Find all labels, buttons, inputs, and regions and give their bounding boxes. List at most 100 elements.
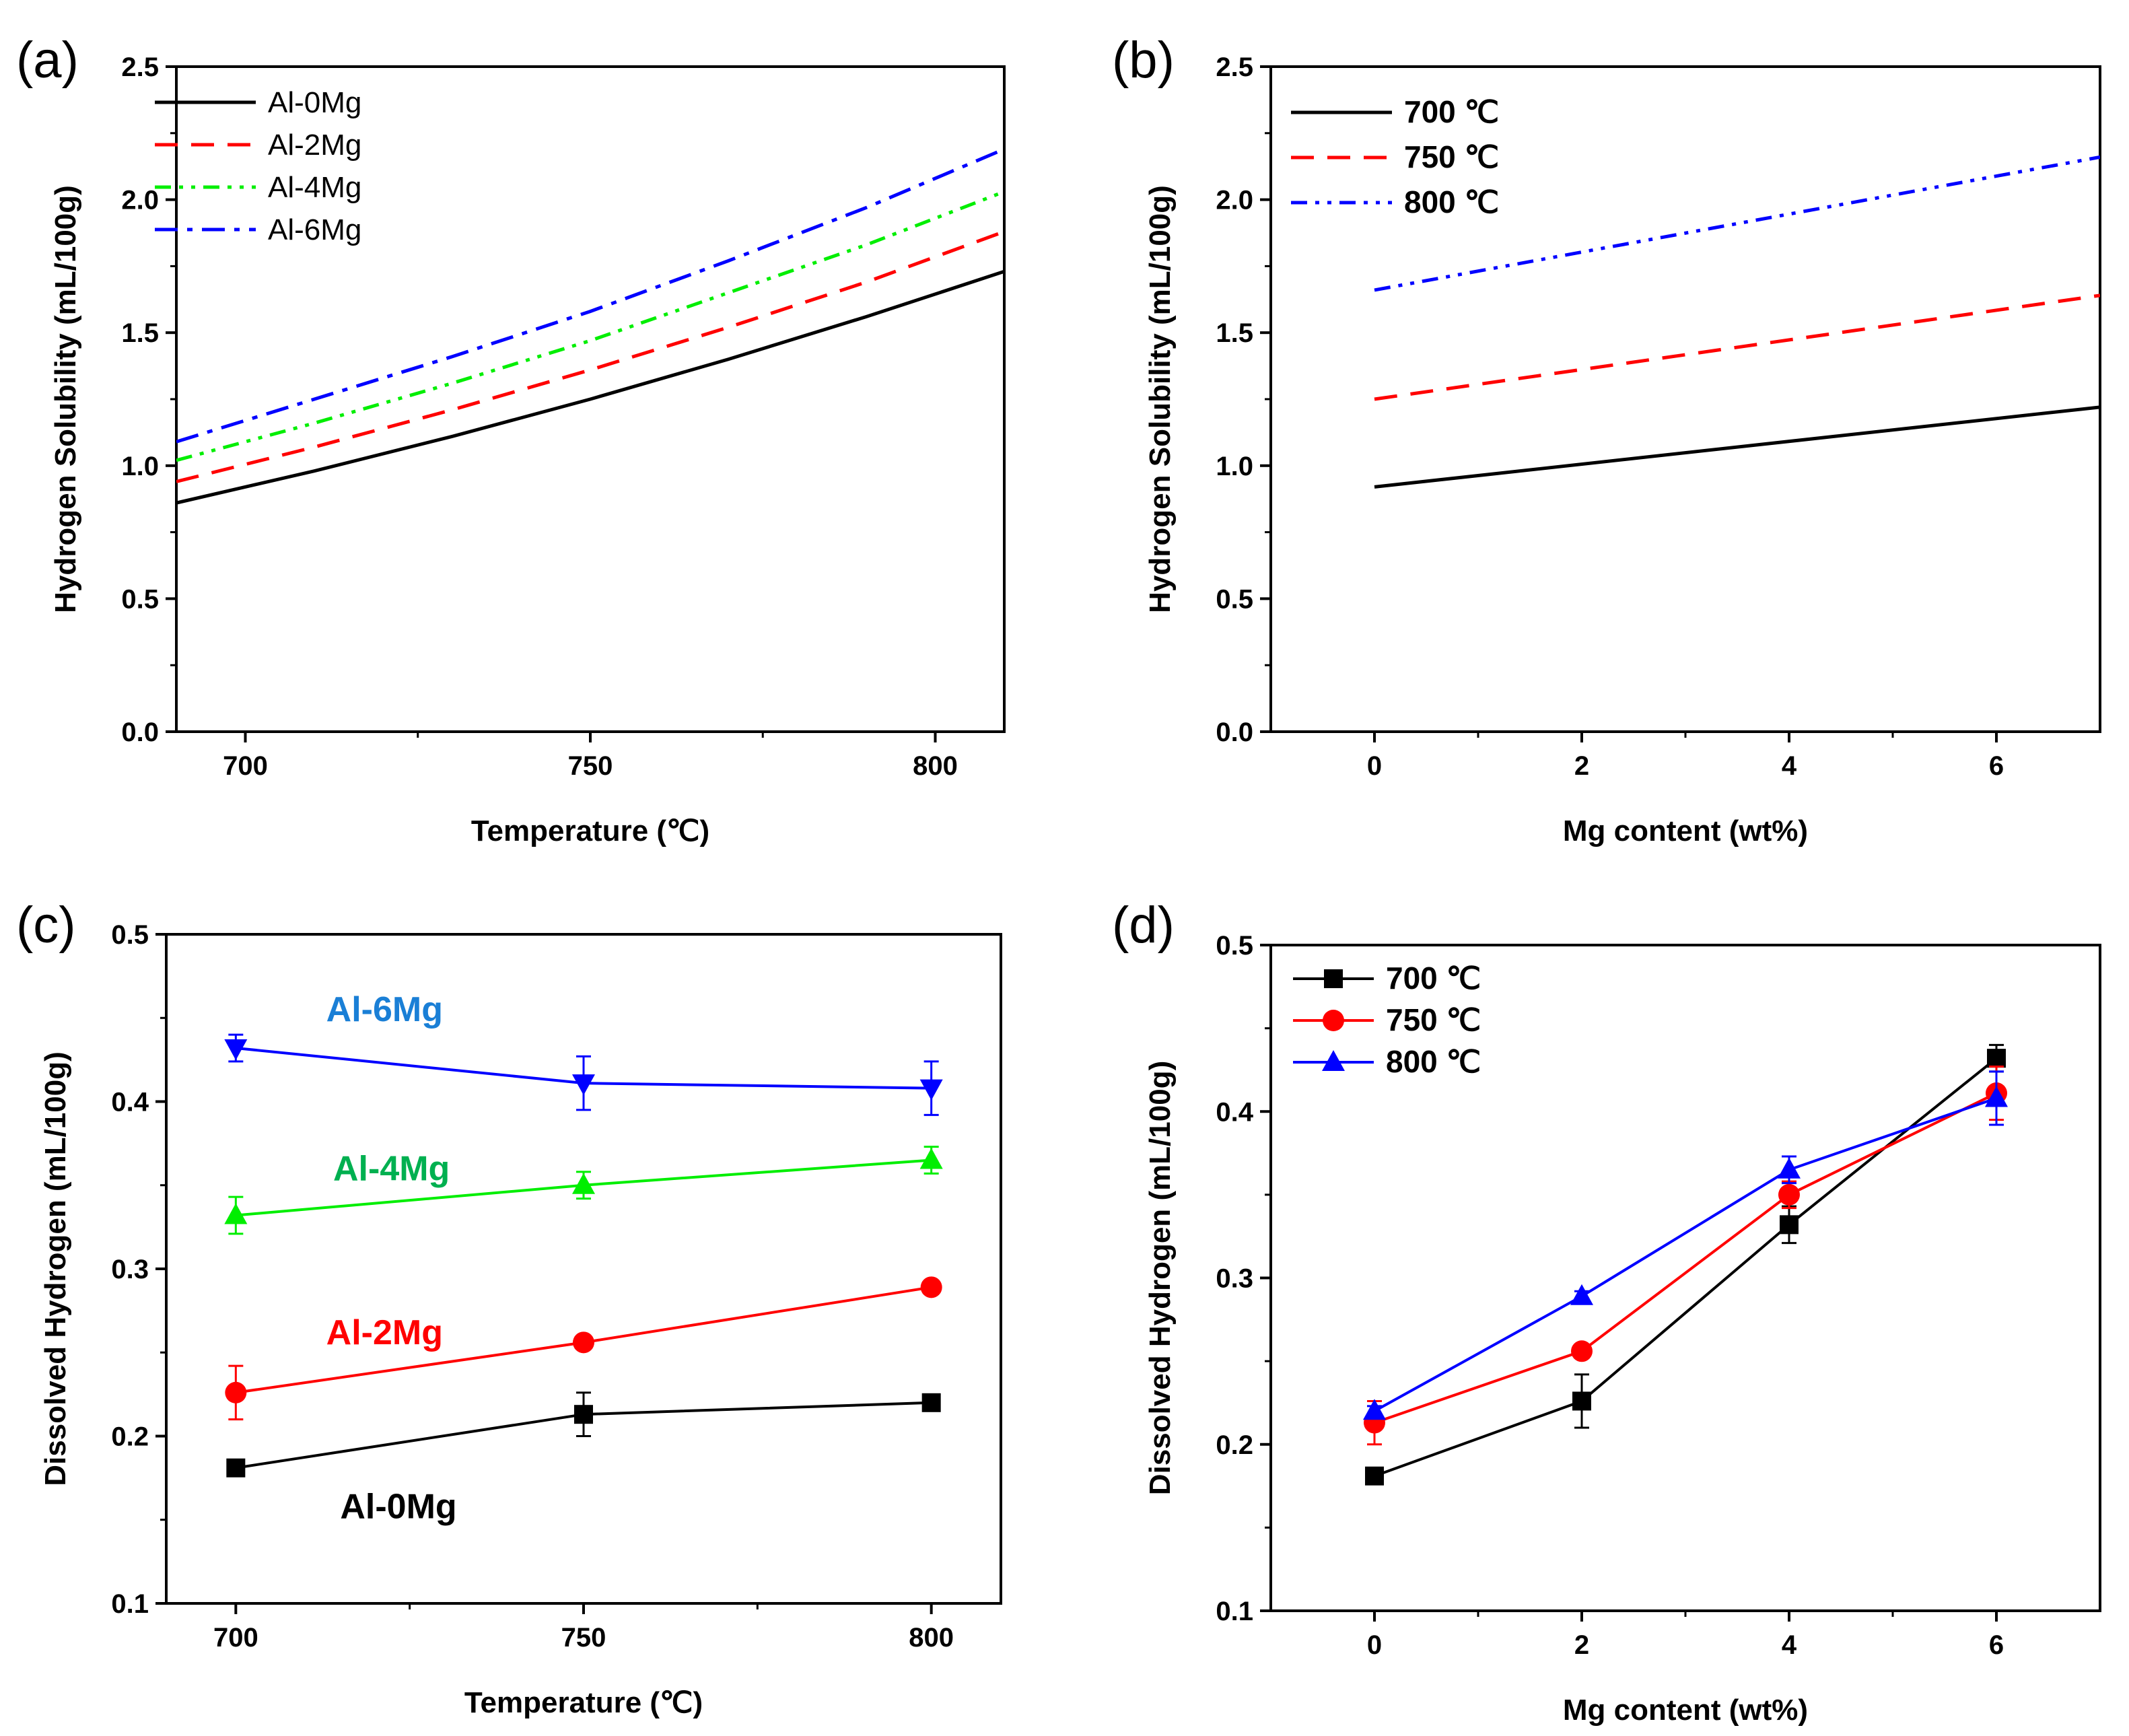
series-line [1374, 293, 2100, 401]
x-tick-label: 4 [1782, 1630, 1797, 1660]
legend-marker [1323, 1010, 1344, 1031]
series-al-4mg [224, 1146, 943, 1235]
y-tick-label: 0.0 [1216, 718, 1253, 747]
y-tick-label: 0.1 [1216, 1597, 1253, 1626]
panel-b: (b) 0.0 0.5 1.0 1.5 2.0 2.5 0 2 4 6 Mg content (wt%… [1112, 32, 2101, 847]
series-750-: 750 ℃ [1291, 139, 2100, 401]
plot-frame [165, 933, 1002, 1605]
legend-marker [1324, 969, 1343, 988]
y-axis-label: Dissolved Hydrogen (mL/100g) [39, 1051, 72, 1486]
data-point [1985, 1086, 2008, 1107]
data-point [1780, 1215, 1799, 1235]
y-tick-label: 0.4 [111, 1088, 149, 1117]
x-tick-label: 0 [1367, 1630, 1382, 1660]
annotation-label: Al-0Mg [340, 1487, 456, 1526]
data-point [572, 1074, 595, 1096]
legend-label: Al-6Mg [268, 213, 361, 246]
data-point [1987, 1049, 2006, 1068]
data-point [224, 1203, 248, 1224]
annotation-label: Al-6Mg [326, 990, 443, 1029]
x-tick-label: 800 [913, 751, 958, 781]
x-axis-label: Mg content (wt%) [1563, 814, 1808, 847]
x-tick-label: 6 [1989, 751, 2004, 781]
annotation-label: Al-2Mg [326, 1313, 443, 1352]
legend-label: Al-0Mg [268, 86, 361, 119]
x-tick-label: 0 [1367, 751, 1382, 781]
legend-label: 800 ℃ [1404, 184, 1499, 219]
y-tick-label: 2.0 [1216, 186, 1253, 215]
y-tick-label: 0.5 [121, 584, 159, 614]
data-point [919, 1148, 943, 1169]
panel-c: (c) 0.1 0.2 0.3 0.4 0.5 700 750 800 Temperature (… [16, 897, 1002, 1719]
series-700-: 700 ℃ [1291, 94, 2100, 489]
data-point [1363, 1399, 1386, 1420]
series-al-6mg [224, 1033, 943, 1116]
y-tick-label: 1.5 [121, 318, 159, 348]
y-axis-label: Hydrogen Solubility (mL/100g) [49, 185, 82, 613]
y-tick-label: 0.4 [1216, 1097, 1253, 1127]
series-al-2mg: Al-2Mg [155, 129, 1004, 483]
x-tick-label: 6 [1989, 1630, 2004, 1660]
series-al-4mg: Al-4Mg [155, 171, 1004, 462]
y-tick-label: 0.2 [111, 1422, 149, 1452]
panel-label-b: (b) [1112, 32, 1175, 89]
data-point [1572, 1391, 1591, 1411]
data-point [920, 1276, 942, 1298]
series-al-2mg [225, 1276, 942, 1421]
panel-label-c: (c) [16, 897, 76, 954]
x-tick-label: 750 [561, 1623, 606, 1653]
series-700-: 700 ℃ [1293, 961, 2006, 1486]
panel-d: (d) 0.1 0.2 0.3 0.4 0.5 0 2 4 6 Mg content (wt%) Di… [1112, 897, 2101, 1727]
x-tick-label: 4 [1782, 751, 1797, 781]
y-tick-label: 1.0 [121, 452, 159, 481]
data-point [919, 1079, 943, 1101]
series-line [1374, 405, 2100, 489]
data-point [1571, 1340, 1593, 1362]
y-tick-label: 2.0 [121, 186, 159, 215]
series-800-: 800 ℃ [1291, 155, 2100, 292]
data-point [226, 1458, 246, 1478]
legend-label: 700 ℃ [1386, 961, 1481, 996]
y-axis-label: Hydrogen Solubility (mL/100g) [1144, 185, 1177, 613]
data-point [572, 1173, 595, 1194]
series-al-0mg [226, 1391, 941, 1478]
series-line [1374, 1097, 1997, 1413]
data-point [1778, 1157, 1801, 1179]
y-tick-label: 0.3 [1216, 1264, 1253, 1294]
data-point [224, 1039, 248, 1060]
y-tick-label: 2.5 [121, 53, 159, 82]
y-axis-label: Dissolved Hydrogen (mL/100g) [1144, 1061, 1177, 1495]
y-tick-label: 0.0 [121, 718, 159, 747]
x-tick-label: 2 [1574, 1630, 1589, 1660]
x-tick-label: 800 [909, 1623, 954, 1653]
x-tick-label: 750 [568, 751, 613, 781]
legend-label: 750 ℃ [1386, 1002, 1481, 1037]
legend-label: 700 ℃ [1404, 94, 1499, 129]
series-al-0mg: Al-0Mg [155, 86, 1004, 505]
x-axis-label: Mg content (wt%) [1563, 1694, 1808, 1727]
legend-label: 750 ℃ [1404, 139, 1499, 174]
series-line [176, 230, 1004, 483]
x-tick-label: 700 [223, 751, 268, 781]
series-800-: 800 ℃ [1293, 1044, 2008, 1420]
y-tick-label: 0.2 [1216, 1430, 1253, 1460]
y-tick-label: 0.1 [111, 1589, 149, 1619]
legend-marker [1322, 1050, 1345, 1071]
series-line [1374, 1057, 1998, 1478]
y-tick-label: 1.0 [1216, 452, 1253, 481]
legend-label: Al-4Mg [268, 171, 361, 204]
panel-label-d: (d) [1112, 897, 1175, 954]
y-tick-label: 0.5 [1216, 931, 1253, 961]
data-point [1365, 1466, 1384, 1486]
data-point [574, 1405, 593, 1424]
plot-frame [1269, 65, 2101, 733]
legend-label: 800 ℃ [1386, 1044, 1481, 1079]
series-al-6mg: Al-6Mg [155, 147, 1004, 444]
x-tick-label: 700 [213, 1623, 258, 1653]
x-axis-label: Temperature (℃) [471, 814, 709, 847]
series-line [1374, 1092, 1997, 1424]
panel-label-a: (a) [16, 32, 79, 89]
x-axis-label: Temperature (℃) [464, 1686, 703, 1719]
annotation-label: Al-4Mg [333, 1149, 450, 1188]
